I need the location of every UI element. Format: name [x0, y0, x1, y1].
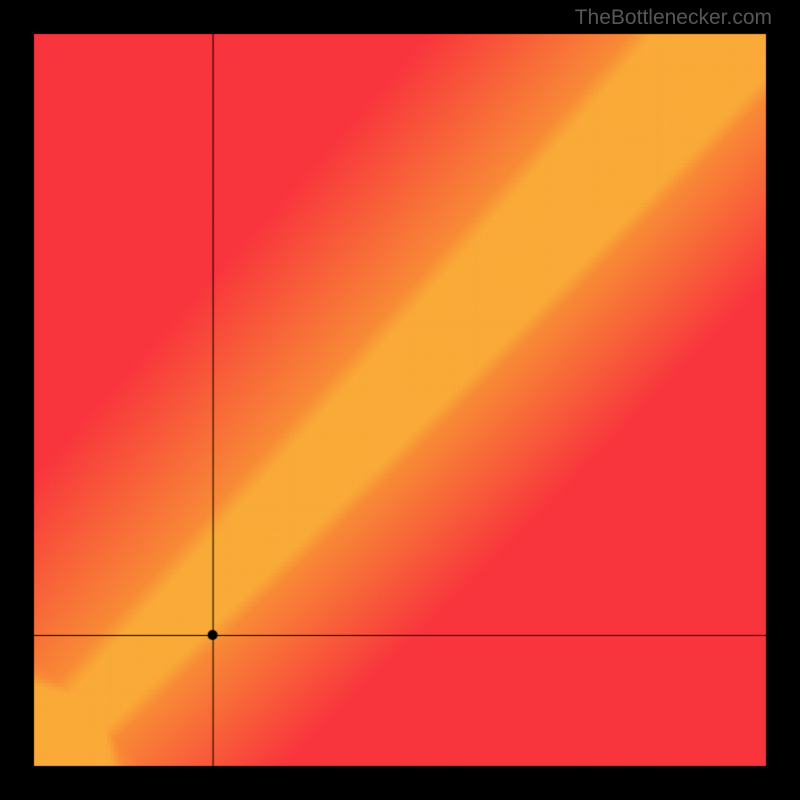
chart-container: TheBottlenecker.com [0, 0, 800, 800]
bottleneck-heatmap-canvas [0, 0, 800, 800]
attribution-text: TheBottlenecker.com [575, 6, 772, 30]
